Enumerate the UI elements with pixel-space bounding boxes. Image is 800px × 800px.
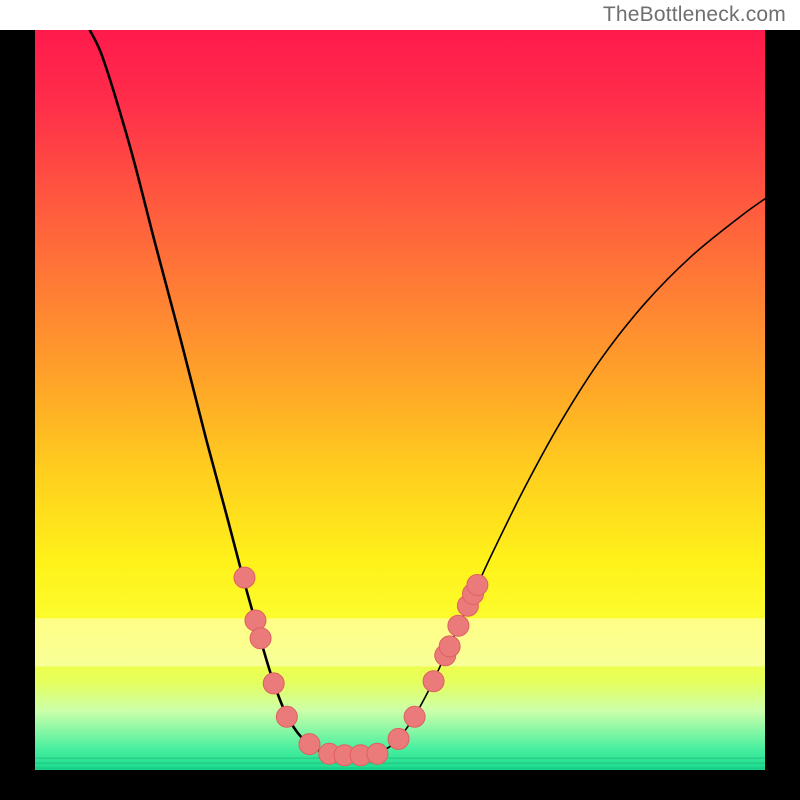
data-marker — [448, 615, 469, 636]
data-marker — [423, 671, 444, 692]
data-marker — [276, 706, 297, 727]
data-marker — [439, 636, 460, 657]
data-marker — [234, 567, 255, 588]
data-marker — [250, 628, 271, 649]
data-marker — [263, 673, 284, 694]
data-marker — [367, 743, 388, 764]
watermark-label: TheBottleneck.com — [0, 0, 800, 30]
data-marker — [404, 706, 425, 727]
data-marker — [388, 728, 409, 749]
data-marker — [467, 575, 488, 596]
data-marker — [299, 734, 320, 755]
bottleneck-chart — [35, 30, 765, 770]
